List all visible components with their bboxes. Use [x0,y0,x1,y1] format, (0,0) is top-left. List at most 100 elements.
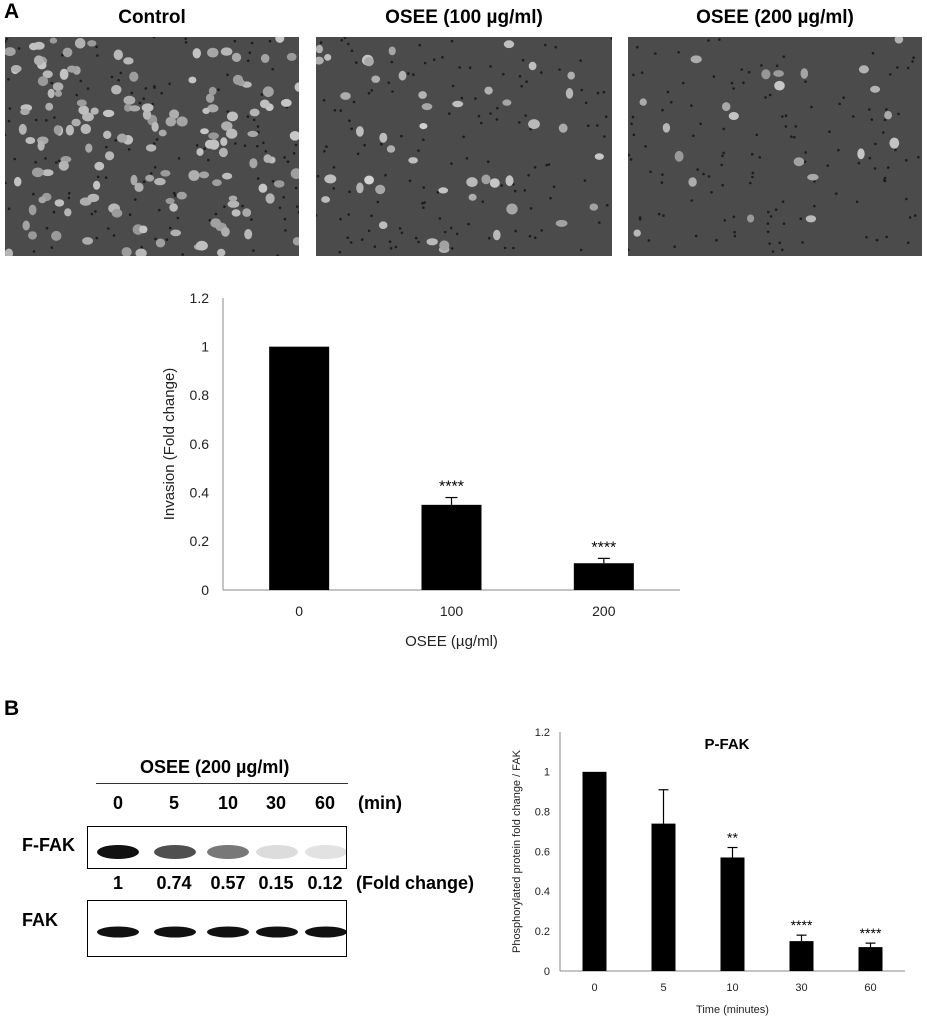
y-tick-label: 0.2 [190,533,210,549]
membrane-pore [747,70,751,74]
bar-200 [573,563,634,590]
stained-cell [774,80,785,91]
membrane-pore [32,250,36,253]
membrane-pore [151,102,154,106]
stained-cell [51,230,62,241]
membrane-pore [883,118,887,122]
stained-cell [493,229,501,241]
membrane-pore [348,119,351,122]
membrane-pore [799,217,802,220]
stained-cell [37,140,45,151]
membrane-pore [721,183,724,187]
stained-cell [321,196,330,203]
micrograph-background [316,37,612,256]
membrane-pore [75,93,78,97]
stained-cell [207,47,219,58]
stained-cell [280,98,292,107]
membrane-pore [512,246,515,250]
membrane-pore [886,166,890,169]
membrane-pore [264,150,268,153]
membrane-pore [50,81,53,85]
membrane-pore [804,80,807,83]
membrane-pore [448,112,451,115]
membrane-pore [882,131,885,134]
membrane-pore [758,156,762,159]
stained-cell [528,61,537,71]
stained-cell [205,93,215,103]
membrane-pore [94,210,97,213]
membrane-pore [154,237,157,241]
membrane-pore [226,110,229,113]
membrane-pore [465,157,469,160]
stained-cell [747,214,755,223]
stained-cell [94,161,105,171]
membrane-pore [540,71,543,74]
stained-cell [196,148,204,156]
stained-cell [28,204,37,216]
membrane-pore [217,88,220,91]
stained-cell [567,71,575,80]
stained-cell [188,76,197,84]
membrane-pore [524,114,527,117]
membrane-pore [774,208,778,211]
membrane-pore [677,51,680,54]
membrane-pore [246,115,250,118]
stained-cell [129,71,139,82]
membrane-pore [766,222,770,225]
stained-cell [505,175,514,187]
membrane-pore [666,90,670,94]
stained-cell [145,144,157,152]
membrane-pore [422,206,425,209]
stained-cell [662,123,671,133]
membrane-pore [523,189,527,192]
time-point-10: 10 [217,793,239,813]
membrane-pore [462,135,465,139]
significance-label-10: ** [727,830,738,846]
membrane-pore [142,97,146,100]
membrane-pore [50,246,54,249]
membrane-pore [256,144,259,148]
membrane-pore [579,59,582,62]
membrane-pore [152,37,156,39]
stained-cell [889,137,900,149]
membrane-pore [644,145,647,148]
micrograph-osee-200 [628,37,922,256]
membrane-pore [631,115,635,119]
membrane-pore [346,236,349,239]
y-tick-label: 1.2 [190,290,210,306]
stained-cell [386,145,396,153]
membrane-pore [95,236,99,240]
membrane-pore [913,214,917,217]
membrane-pore [885,108,888,111]
membrane-pore [690,199,693,202]
membrane-pore [766,230,770,234]
stained-cell [555,219,568,227]
stained-cell [200,128,209,135]
blot-band [207,845,249,859]
significance-label-100: **** [439,479,464,496]
stained-cell [273,180,285,188]
membrane-pore [34,161,37,164]
membrane-pore [256,177,260,180]
membrane-pore [173,194,177,197]
membrane-pore [596,91,600,95]
membrane-pore [883,176,887,180]
membrane-pore [360,238,364,241]
stained-cell [165,197,175,205]
membrane-pore [294,143,298,147]
membrane-pore [142,180,146,184]
membrane-pore [52,210,56,214]
stained-cell [594,153,604,160]
stained-cell [589,203,599,211]
membrane-pore [96,54,99,57]
membrane-pore [828,130,831,133]
stained-cell [64,208,72,217]
stained-cell [324,54,332,61]
membrane-pore [723,219,726,222]
fold-value-5: 0.74 [156,873,192,893]
significance-label-30: **** [791,917,813,933]
membrane-pore [636,45,639,49]
stained-cell [129,105,141,112]
membrane-pore [558,68,561,71]
membrane-pore [733,230,736,234]
